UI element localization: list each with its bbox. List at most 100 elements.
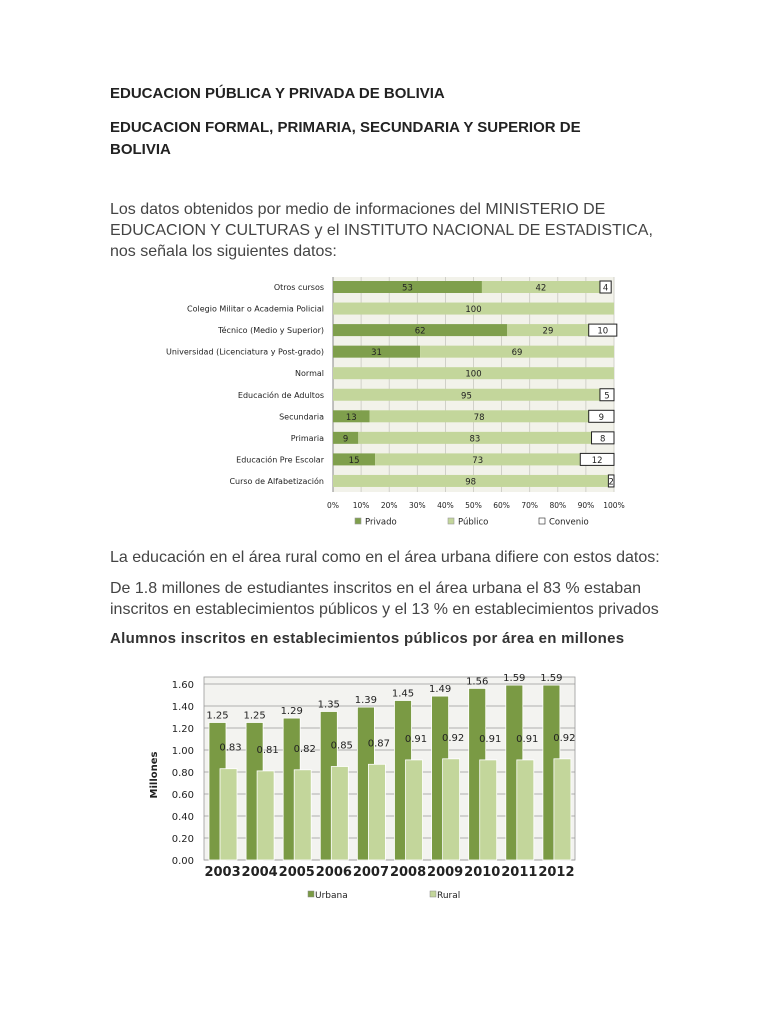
x-tick-label: 100% (603, 501, 624, 510)
data-label: 1.25 (243, 711, 265, 722)
data-label: 0.87 (368, 738, 390, 749)
data-label: 0.83 (219, 743, 241, 754)
data-label: 1.49 (429, 684, 451, 695)
y-tick-label: 1.20 (172, 724, 194, 735)
data-label: 15 (349, 456, 360, 466)
bar-rural (553, 758, 572, 861)
data-label: 9 (343, 434, 348, 444)
x-tick-label: 2006 (316, 865, 352, 880)
x-tick-label: 0% (327, 501, 339, 510)
x-tick-label: 2008 (390, 865, 426, 880)
data-label: 98 (465, 477, 476, 487)
legend-swatch (447, 517, 455, 525)
x-tick-label: 2007 (353, 865, 389, 880)
legend-label: Urbana (315, 891, 348, 901)
y-axis-title: Millones (149, 751, 160, 798)
bar-rural (479, 759, 498, 861)
category-label: Secundaria (279, 412, 324, 421)
bar-segment-privado (333, 345, 421, 358)
data-label: 69 (512, 348, 523, 358)
data-label: 2 (608, 477, 613, 487)
bar-rural (405, 759, 423, 861)
data-label: 0.91 (479, 734, 501, 745)
paragraph-rural-urban: La educación en el área rural como en el… (110, 549, 660, 566)
bar-rural (367, 763, 386, 861)
y-tick-label: 0.20 (172, 834, 194, 845)
data-label: 100 (465, 305, 481, 315)
data-label: 73 (472, 456, 483, 466)
data-label: 0.82 (294, 744, 316, 755)
data-label: 1.59 (540, 673, 562, 684)
bar-segment-privado (333, 281, 482, 293)
x-tick-label: 50% (465, 501, 482, 510)
x-tick-label: 2010 (464, 865, 500, 880)
legend-swatch (354, 517, 362, 525)
x-tick-label: 2011 (501, 865, 537, 880)
data-label: 9 (599, 413, 604, 423)
legend-swatch (538, 517, 546, 525)
bar-segment-público (358, 431, 592, 444)
category-label: Normal (295, 369, 324, 378)
data-label: 8 (600, 434, 605, 444)
data-label: 62 (415, 327, 426, 337)
data-label: 1.29 (281, 706, 303, 717)
x-tick-label: 70% (521, 501, 538, 510)
x-tick-label: 80% (549, 501, 566, 510)
data-label: 29 (543, 327, 554, 337)
x-tick-label: 2012 (538, 865, 574, 880)
bar-rural (516, 759, 535, 861)
bar-segment-público (333, 367, 614, 380)
bar-segment-público (420, 345, 614, 358)
bar-segment-convenio (607, 474, 615, 488)
y-tick-label: 1.00 (172, 746, 194, 757)
legend-label: Rural (437, 891, 460, 901)
data-label: 1.45 (392, 689, 414, 700)
bar-segment-público (481, 281, 600, 293)
x-tick-label: 10% (353, 501, 370, 510)
x-tick-label: 2004 (242, 865, 278, 880)
data-label: 1.35 (318, 700, 340, 711)
data-label: 42 (536, 284, 547, 294)
bar-segment-público (369, 410, 589, 423)
data-label: 5 (604, 391, 609, 401)
bar-segment-privado (333, 410, 370, 423)
data-label: 4 (603, 284, 608, 294)
bar-rural (219, 768, 238, 861)
x-tick-label: 60% (493, 501, 510, 510)
y-tick-label: 0.40 (172, 812, 194, 823)
data-label: 100 (465, 370, 481, 380)
bar-segment-convenio (588, 409, 615, 423)
bar-segment-convenio (591, 431, 615, 445)
chart2-heading: Alumnos inscritos en establecimientos pú… (110, 630, 625, 647)
data-label: 1.59 (503, 673, 525, 684)
legend-label: Privado (365, 518, 397, 528)
category-label: Primaria (291, 434, 324, 443)
data-label: 83 (469, 434, 480, 444)
x-tick-label: 2009 (427, 865, 463, 880)
category-label: Otros cursos (274, 283, 324, 292)
intro-paragraph: Los datos obtenidos por medio de informa… (110, 201, 653, 260)
bar-segment-convenio (599, 280, 612, 294)
data-label: 1.25 (206, 711, 228, 722)
data-label: 31 (371, 348, 382, 358)
x-tick-label: 40% (437, 501, 454, 510)
data-label: 0.91 (516, 734, 538, 745)
legend-label: Convenio (549, 518, 589, 528)
document-title: EDUCACION PÚBLICA Y PRIVADA DE BOLIVIA (110, 85, 445, 102)
bar-rural (330, 766, 349, 861)
category-label: Curso de Alfabetización (229, 476, 324, 486)
bar-rural (442, 758, 461, 861)
bar-segment-privado (333, 453, 376, 466)
bar-segment-público (333, 388, 600, 401)
category-label: Universidad (Licenciatura y Post-grado) (166, 348, 324, 357)
data-label: 13 (346, 413, 357, 423)
category-label: Educación de Adultos (238, 390, 324, 400)
data-label: 0.91 (405, 734, 427, 745)
bar-segment-privado (333, 431, 359, 444)
legend-label: Público (458, 518, 488, 528)
data-label: 53 (402, 284, 413, 294)
data-label: 0.92 (553, 733, 575, 744)
